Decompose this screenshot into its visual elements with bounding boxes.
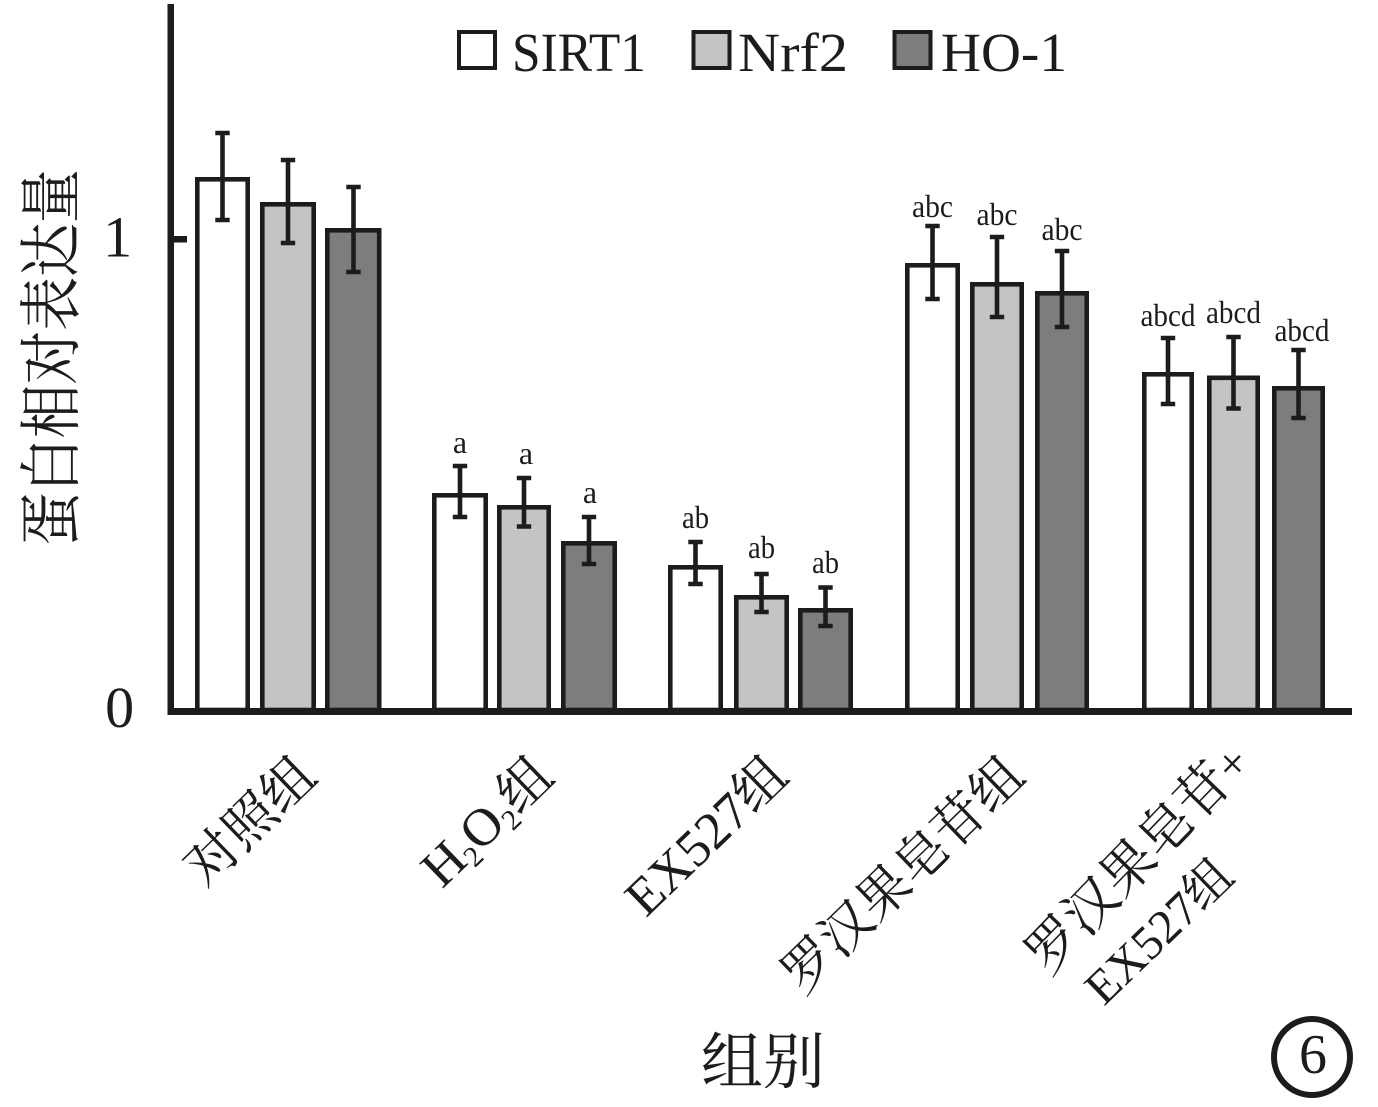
svg-text:Nrf2: Nrf2 (738, 22, 848, 83)
svg-text:abcd: abcd (1206, 294, 1261, 330)
svg-text:1: 1 (103, 205, 132, 270)
svg-text:ab: ab (812, 544, 839, 580)
svg-text:abcd: abcd (1275, 312, 1330, 348)
svg-text:ab: ab (682, 499, 709, 535)
svg-text:a: a (519, 435, 533, 471)
svg-text:abcd: abcd (1141, 297, 1196, 333)
svg-text:0: 0 (105, 675, 134, 740)
svg-text:ab: ab (748, 529, 775, 565)
svg-text:6: 6 (1299, 1024, 1327, 1086)
svg-text:abc: abc (1042, 211, 1083, 247)
svg-text:HO-1: HO-1 (941, 22, 1067, 83)
svg-text:abc: abc (977, 196, 1018, 232)
svg-text:a: a (453, 424, 467, 460)
svg-text:SIRT1: SIRT1 (512, 22, 646, 83)
svg-text:abc: abc (912, 188, 953, 224)
svg-text:a: a (583, 474, 597, 510)
